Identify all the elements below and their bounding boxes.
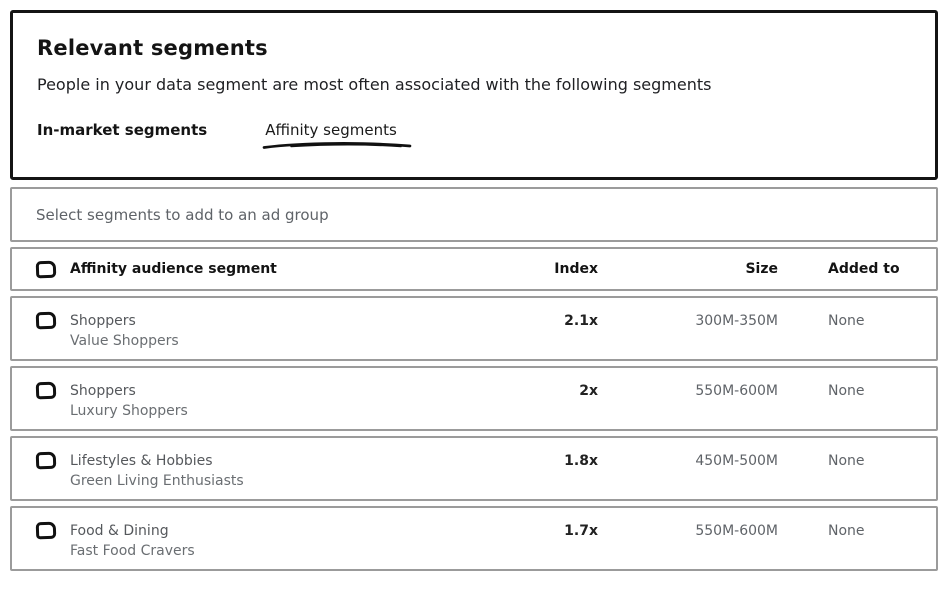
column-header-added-to: Added to [828,261,900,277]
added-to-cell: None [828,383,865,399]
segment-subcategory: Luxury Shoppers [70,403,188,419]
column-header-segment: Affinity audience segment [70,261,277,277]
relevant-segments-panel: Relevant segments People in your data se… [10,10,938,180]
tab-in-market-label: In-market segments [37,121,208,139]
added-to-cell: None [828,453,865,469]
active-tab-underline-icon [262,142,412,149]
select-hint-text: Select segments to add to an ad group [36,205,329,224]
page-title: Relevant segments [37,36,268,60]
segment-subcategory: Value Shoppers [70,333,179,349]
row-checkbox-icon[interactable] [35,521,57,540]
page-subtitle: People in your data segment are most oft… [37,75,712,94]
tab-affinity-label: Affinity segments [265,121,397,139]
segment-name-cell: Food & Dining Fast Food Cravers [70,521,486,561]
segment-subcategory: Fast Food Cravers [70,543,195,559]
column-header-size: Size [745,261,778,277]
segment-category: Shoppers [70,313,136,329]
tab-in-market-segments[interactable]: In-market segments [37,121,207,139]
column-header-index: Index [554,261,598,277]
select-all-checkbox-icon[interactable] [35,260,57,278]
size-cell: 300M-350M [695,313,778,329]
index-cell: 2x [579,383,598,399]
index-cell: 1.8x [564,453,598,469]
segment-name-cell: Shoppers Value Shoppers [70,311,486,351]
table-row[interactable]: Shoppers Luxury Shoppers 2x 550M-600M No… [10,366,938,431]
tab-affinity-segments[interactable]: Affinity segments [262,121,412,149]
segment-category: Food & Dining [70,523,169,539]
row-checkbox-icon[interactable] [35,451,57,470]
size-cell: 550M-600M [695,523,778,539]
table-header-row: Affinity audience segment Index Size Add… [10,247,938,291]
segment-category: Lifestyles & Hobbies [70,453,213,469]
index-cell: 1.7x [564,523,598,539]
added-to-cell: None [828,313,865,329]
row-checkbox-icon[interactable] [35,311,57,330]
row-checkbox-icon[interactable] [35,381,57,400]
index-cell: 2.1x [564,313,598,329]
added-to-cell: None [828,523,865,539]
segment-name-cell: Lifestyles & Hobbies Green Living Enthus… [70,451,486,491]
select-hint-bar: Select segments to add to an ad group [10,187,938,242]
size-cell: 450M-500M [695,453,778,469]
table-row[interactable]: Shoppers Value Shoppers 2.1x 300M-350M N… [10,296,938,361]
segment-category: Shoppers [70,383,136,399]
size-cell: 550M-600M [695,383,778,399]
table-row[interactable]: Lifestyles & Hobbies Green Living Enthus… [10,436,938,501]
table-row[interactable]: Food & Dining Fast Food Cravers 1.7x 550… [10,506,938,571]
segment-name-cell: Shoppers Luxury Shoppers [70,381,486,421]
segment-tabs: In-market segments Affinity segments [37,121,911,149]
relevant-segments-screen: Relevant segments People in your data se… [0,10,948,593]
segment-subcategory: Green Living Enthusiasts [70,473,244,489]
